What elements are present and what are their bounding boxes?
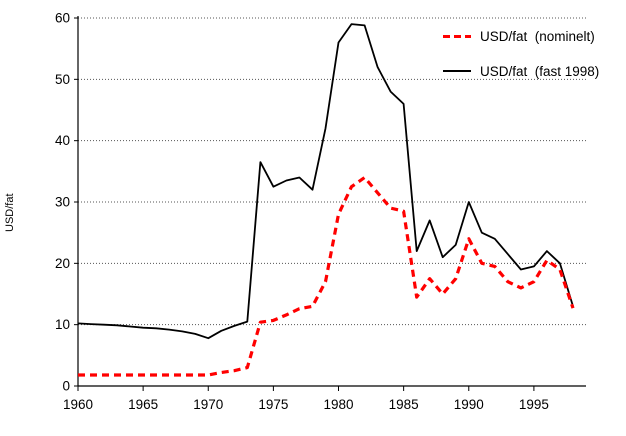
y-tick-label: 10: [55, 317, 70, 332]
series-line-nominal: [78, 175, 575, 377]
legend-item-nominal: USD/fat (nominelt): [443, 26, 599, 46]
x-tick-label: 1960: [63, 397, 93, 412]
x-tick-label: 1975: [258, 397, 288, 412]
x-tick-label: 1990: [454, 397, 484, 412]
y-tick-label: 0: [62, 379, 70, 394]
legend-line-nominal-icon: [443, 34, 471, 38]
legend-line-real-icon: [443, 70, 471, 72]
y-tick-label: 40: [55, 133, 70, 148]
legend-label-real: USD/fat (fast 1998): [480, 63, 600, 79]
y-tick-label: 20: [55, 256, 70, 271]
chart-legend: USD/fat (nominelt) USD/fat (fast 1998): [443, 26, 599, 81]
legend-item-real: USD/fat (fast 1998): [443, 61, 599, 81]
x-tick-label: 1980: [323, 397, 353, 412]
y-axis-title: USD/fat: [4, 193, 16, 232]
x-tick-label: 1970: [193, 397, 223, 412]
y-tick-label: 30: [55, 195, 70, 210]
legend-label-nominal: USD/fat (nominelt): [480, 28, 595, 44]
series-line-real: [77, 23, 574, 340]
x-tick-label: 1995: [519, 397, 549, 412]
y-tick-label: 50: [55, 72, 70, 87]
x-tick-label: 1965: [128, 397, 158, 412]
y-tick-label: 60: [55, 11, 70, 26]
x-tick-label: 1985: [389, 397, 419, 412]
